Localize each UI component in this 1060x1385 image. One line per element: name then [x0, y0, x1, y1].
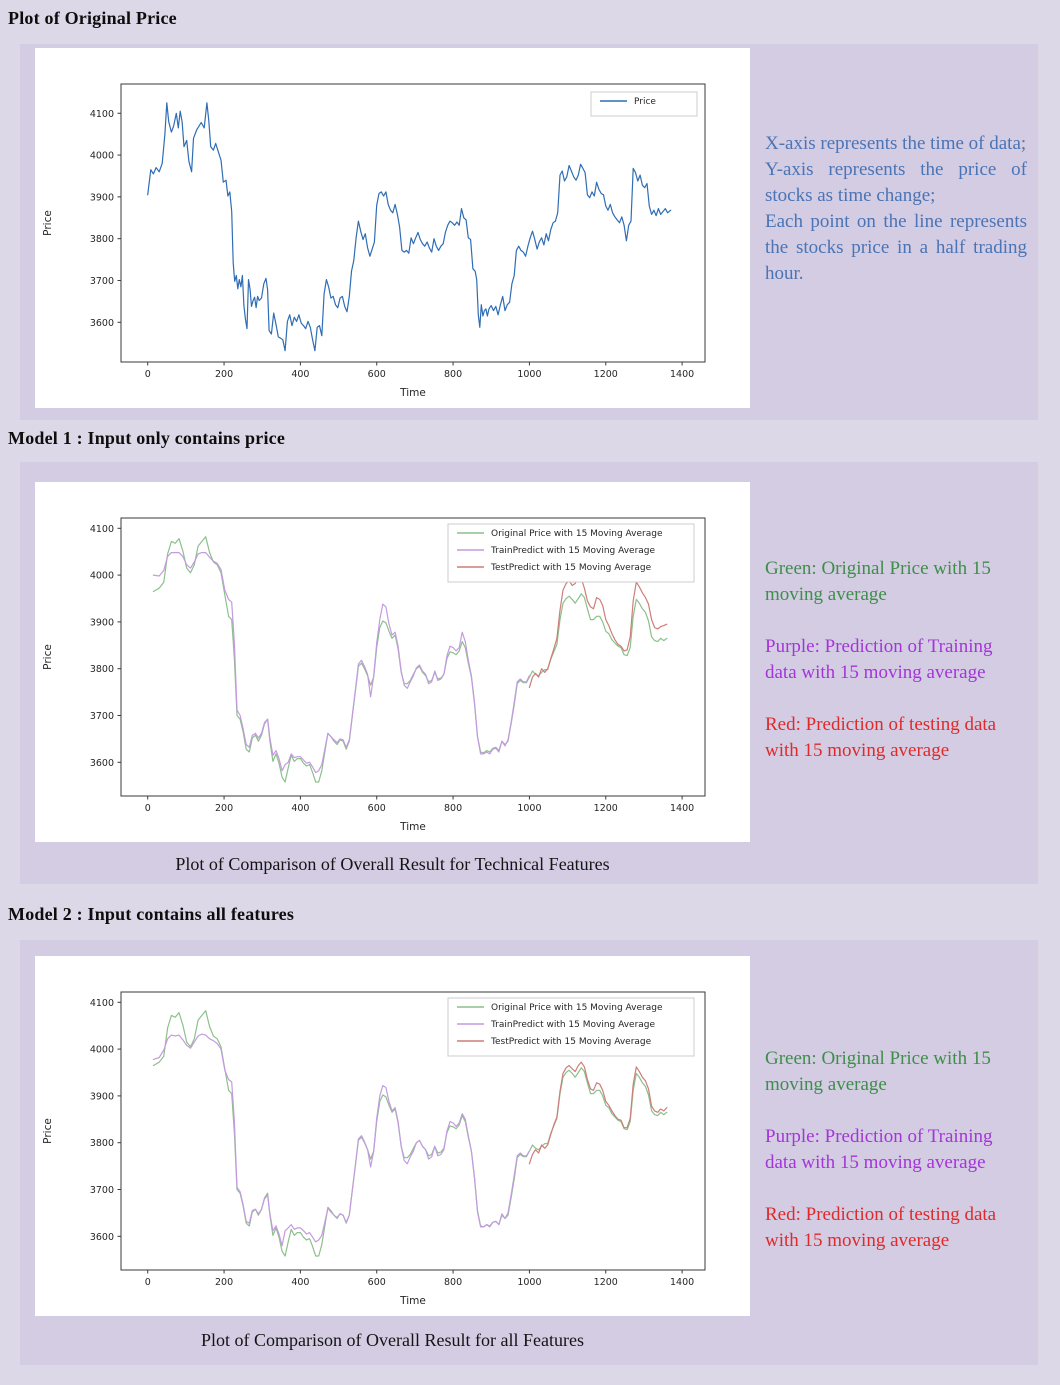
- x-tick-label: 1400: [670, 803, 694, 814]
- x-tick-label: 200: [215, 1277, 233, 1288]
- legend-note-purple: Purple: Prediction of Training data with…: [765, 636, 993, 683]
- x-tick-label: 1400: [670, 1277, 694, 1288]
- x-tick-label: 1000: [517, 803, 541, 814]
- x-axis-label: Time: [399, 821, 426, 833]
- y-tick-label: 4000: [90, 571, 114, 582]
- y-tick-label: 3900: [90, 1091, 114, 1102]
- y-tick-label: 4000: [90, 1045, 114, 1056]
- y-axis-label: Price: [42, 644, 54, 670]
- x-tick-label: 1000: [517, 369, 541, 380]
- x-tick-label: 0: [145, 369, 151, 380]
- annotation-line-points: Each point on the line represents the st…: [765, 211, 1027, 284]
- model2-comparison-chart: 0 200 400 600 800 1000 1200 1400 3600 3700 3800 390…: [35, 956, 750, 1316]
- x-tick-label: 600: [368, 803, 386, 814]
- x-tick-label: 800: [444, 369, 462, 380]
- chart-svg: 0 200 400 600 800 1000 1200 1400 3600 3700 3800 390…: [42, 83, 706, 399]
- y-tick-label: 3700: [90, 276, 114, 287]
- legend-note-purple: Purple: Prediction of Training data with…: [765, 1126, 993, 1173]
- plot-border: [120, 991, 706, 1271]
- model1-comparison-chart: 0 200 400 600 800 1000 1200 1400 3600 3700 3800 390…: [35, 482, 750, 842]
- legend-label: TrainPredict with 15 Moving Average: [490, 1020, 656, 1030]
- y-axis-label: Price: [42, 210, 54, 236]
- x-tick-label: 1200: [594, 803, 618, 814]
- x-tick-label: 600: [368, 369, 386, 380]
- series-line: [528, 1061, 668, 1165]
- legend-label: Original Price with 15 Moving Average: [491, 1003, 663, 1013]
- legend-box: [447, 523, 695, 583]
- plot-border: [120, 83, 706, 363]
- y-axis-label: Price: [42, 1118, 54, 1144]
- y-tick-label: 3600: [90, 758, 114, 769]
- legend-label: Price: [634, 97, 656, 107]
- x-tick-label: 1200: [594, 1277, 618, 1288]
- x-tick-label: 800: [444, 803, 462, 814]
- chart-svg: 0 200 400 600 800 1000 1200 1400 3600 3700 3800 390…: [42, 991, 706, 1307]
- panel-original-price: 0 200 400 600 800 1000 1200 1400 3600 3700 3800 390…: [20, 44, 1038, 420]
- x-tick-label: 400: [291, 1277, 309, 1288]
- legend-label: Original Price with 15 Moving Average: [491, 529, 663, 539]
- x-tick-label: 200: [215, 369, 233, 380]
- x-tick-label: 800: [444, 1277, 462, 1288]
- y-tick-label: 3600: [90, 1232, 114, 1243]
- legend-note-red: Red: Prediction of testing data with 15 …: [765, 714, 997, 761]
- plot-border: [120, 517, 706, 797]
- chart-legend: Price: [590, 91, 698, 117]
- x-tick-label: 1400: [670, 369, 694, 380]
- original-price-chart: 0 200 400 600 800 1000 1200 1400 3600 3700 3800 390…: [35, 48, 750, 408]
- annotation-line-yaxis: Y-axis represents the price of stocks as…: [765, 159, 1027, 206]
- legend-note-red: Red: Prediction of testing data with 15 …: [765, 1204, 997, 1251]
- y-tick-label: 3900: [90, 617, 114, 628]
- y-tick-label: 3900: [90, 192, 114, 203]
- y-tick-label: 4000: [90, 151, 114, 162]
- annotation-model2: Green: Original Price with 15 moving ave…: [765, 1046, 1027, 1280]
- legend-label: TestPredict with 15 Moving Average: [490, 1037, 652, 1047]
- chart-legend: Original Price with 15 Moving Average Tra…: [447, 523, 695, 583]
- series-line: [528, 576, 668, 688]
- series-line: [152, 536, 668, 783]
- section-title-model2: Model 2 : Input contains all features: [8, 904, 295, 924]
- y-tick-label: 3800: [90, 234, 114, 245]
- caption-technical-features: Plot of Comparison of Overall Result for…: [175, 854, 610, 874]
- y-tick-label: 3700: [90, 711, 114, 722]
- legend-note-green: Green: Original Price with 15 moving ave…: [765, 1048, 991, 1095]
- series-line: [147, 102, 672, 352]
- annotation-line-xaxis: X-axis represents the time of data;: [765, 133, 1027, 154]
- y-tick-label: 3800: [90, 1138, 114, 1149]
- annotation-original-price: X-axis represents the time of data; Y-ax…: [765, 131, 1027, 287]
- y-tick-label: 4100: [90, 998, 114, 1009]
- caption-all-features: Plot of Comparison of Overall Result for…: [201, 1330, 584, 1350]
- panel-model1: 0 200 400 600 800 1000 1200 1400 3600 3700 3800 390…: [20, 462, 1038, 884]
- chart-legend: Original Price with 15 Moving Average Tra…: [447, 997, 695, 1057]
- x-axis-label: Time: [399, 387, 426, 399]
- x-tick-label: 1200: [594, 369, 618, 380]
- x-tick-label: 600: [368, 1277, 386, 1288]
- section-title-original-price: Plot of Original Price: [8, 8, 177, 28]
- annotation-model1: Green: Original Price with 15 moving ave…: [765, 556, 1027, 790]
- x-tick-label: 200: [215, 803, 233, 814]
- x-tick-label: 1000: [517, 1277, 541, 1288]
- series-line: [152, 1033, 530, 1247]
- x-tick-label: 400: [291, 369, 309, 380]
- section-title-model1: Model 1 : Input only contains price: [8, 428, 286, 448]
- legend-label: TrainPredict with 15 Moving Average: [490, 546, 656, 556]
- y-tick-label: 3800: [90, 664, 114, 675]
- y-tick-label: 4100: [90, 524, 114, 535]
- x-axis-label: Time: [399, 1295, 426, 1307]
- y-tick-label: 3700: [90, 1185, 114, 1196]
- x-tick-label: 400: [291, 803, 309, 814]
- legend-note-green: Green: Original Price with 15 moving ave…: [765, 558, 991, 605]
- x-tick-label: 0: [145, 803, 151, 814]
- legend-box: [590, 91, 698, 117]
- legend-box: [447, 997, 695, 1057]
- legend-label: TestPredict with 15 Moving Average: [490, 563, 652, 573]
- series-line: [152, 551, 530, 774]
- y-tick-label: 3600: [90, 318, 114, 329]
- x-tick-label: 0: [145, 1277, 151, 1288]
- panel-model2: 0 200 400 600 800 1000 1200 1400 3600 3700 3800 390…: [20, 940, 1038, 1365]
- y-tick-label: 4100: [90, 109, 114, 120]
- chart-svg: 0 200 400 600 800 1000 1200 1400 3600 3700 3800 390…: [42, 517, 706, 833]
